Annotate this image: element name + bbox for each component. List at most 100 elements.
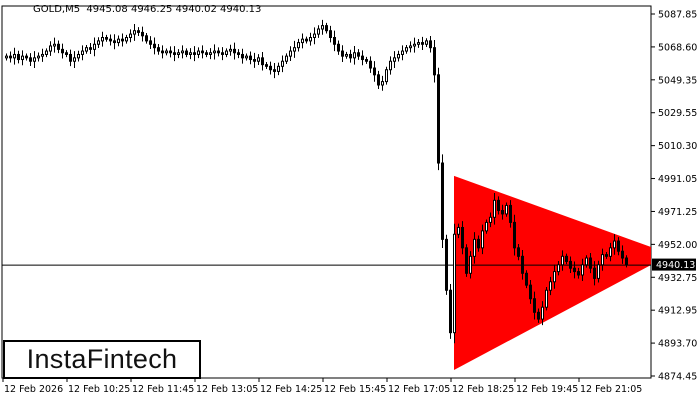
candle: [357, 49, 360, 60]
candle: [525, 270, 528, 289]
candle: [489, 212, 492, 228]
candle-body: [305, 38, 308, 42]
candle-body: [209, 52, 212, 55]
candle-body: [325, 25, 328, 32]
candle: [245, 53, 248, 61]
candle: [209, 48, 212, 60]
candle: [469, 251, 472, 279]
y-tick-label: 5049.35: [658, 75, 697, 86]
candle: [465, 244, 468, 277]
candle: [509, 200, 512, 228]
candle: [385, 66, 388, 85]
candle-body: [213, 50, 216, 54]
candle: [17, 50, 20, 64]
candle: [217, 47, 220, 57]
candle-body: [525, 272, 528, 286]
candle-body: [449, 289, 452, 334]
candle-body: [337, 43, 340, 52]
candle-body: [233, 48, 236, 54]
candle-body: [237, 52, 240, 55]
candle: [617, 237, 620, 256]
candle-body: [321, 25, 324, 30]
candle-body: [313, 33, 316, 38]
candle: [621, 245, 624, 264]
candle-body: [265, 64, 268, 67]
candle-body: [121, 38, 124, 42]
candle-body: [613, 240, 616, 249]
candle: [29, 53, 32, 66]
candle-body: [117, 38, 120, 44]
candle: [117, 35, 120, 47]
candle-body: [361, 55, 364, 61]
candle: [585, 255, 588, 268]
candle-body: [197, 50, 200, 55]
candle-body: [137, 30, 140, 33]
candle-body: [533, 298, 536, 313]
candle: [293, 40, 296, 58]
candle: [401, 45, 404, 61]
candle-body: [257, 57, 260, 62]
candle-body: [553, 271, 556, 283]
candle: [325, 22, 328, 34]
candle-body: [61, 48, 64, 54]
candle-body: [229, 48, 232, 52]
candle-body: [405, 47, 408, 52]
candle-body: [549, 281, 552, 291]
candle: [137, 27, 140, 37]
candle: [553, 264, 556, 289]
candle-body: [201, 50, 204, 54]
x-tick-label: 12 Feb 21:05: [580, 384, 642, 395]
ohlc-readout: 4945.08 4946.25 4940.02 4940.13: [86, 4, 262, 15]
candle: [133, 23, 136, 41]
candle: [101, 31, 104, 47]
candle-body: [261, 57, 264, 66]
candle: [301, 33, 304, 49]
candle: [549, 276, 552, 296]
candle: [429, 36, 432, 53]
candle: [353, 45, 356, 65]
candle-body: [157, 47, 160, 52]
candle-body: [45, 50, 48, 55]
candle: [625, 255, 628, 268]
y-tick-label: 5068.60: [658, 42, 697, 53]
candle: [545, 287, 548, 311]
candle-body: [509, 204, 512, 223]
candle-body: [153, 43, 156, 49]
candle-body: [97, 40, 100, 45]
candle: [605, 252, 608, 259]
y-tick-label: 4874.45: [658, 372, 697, 383]
y-tick-label: 5029.55: [658, 108, 697, 119]
candle-body: [165, 50, 168, 54]
candle: [193, 46, 196, 62]
candle-body: [605, 254, 608, 257]
candle-body: [621, 250, 624, 259]
candle-body: [93, 43, 96, 50]
candle-body: [169, 50, 172, 54]
candle: [25, 53, 28, 61]
candle-body: [277, 65, 280, 72]
candle-body: [489, 216, 492, 223]
candle: [73, 51, 76, 68]
candle: [77, 50, 80, 62]
y-tick-label: 4952.00: [658, 240, 697, 251]
candle-body: [217, 50, 220, 54]
candle-body: [89, 47, 92, 50]
candle-body: [281, 60, 284, 67]
x-tick-label: 12 Feb 13:05: [196, 384, 258, 395]
candle-body: [125, 36, 128, 42]
candle-body: [529, 284, 532, 300]
candle: [5, 53, 8, 61]
candle: [69, 49, 72, 67]
candle: [61, 43, 64, 59]
candle-body: [333, 36, 336, 45]
candle-body: [453, 233, 456, 334]
candle: [173, 46, 176, 62]
candle: [321, 19, 324, 35]
candle: [113, 34, 116, 50]
candle: [613, 234, 616, 255]
candle-body: [297, 42, 300, 49]
candle: [309, 32, 312, 46]
candle: [81, 45, 84, 61]
candle-body: [17, 53, 20, 61]
candle: [577, 267, 580, 279]
